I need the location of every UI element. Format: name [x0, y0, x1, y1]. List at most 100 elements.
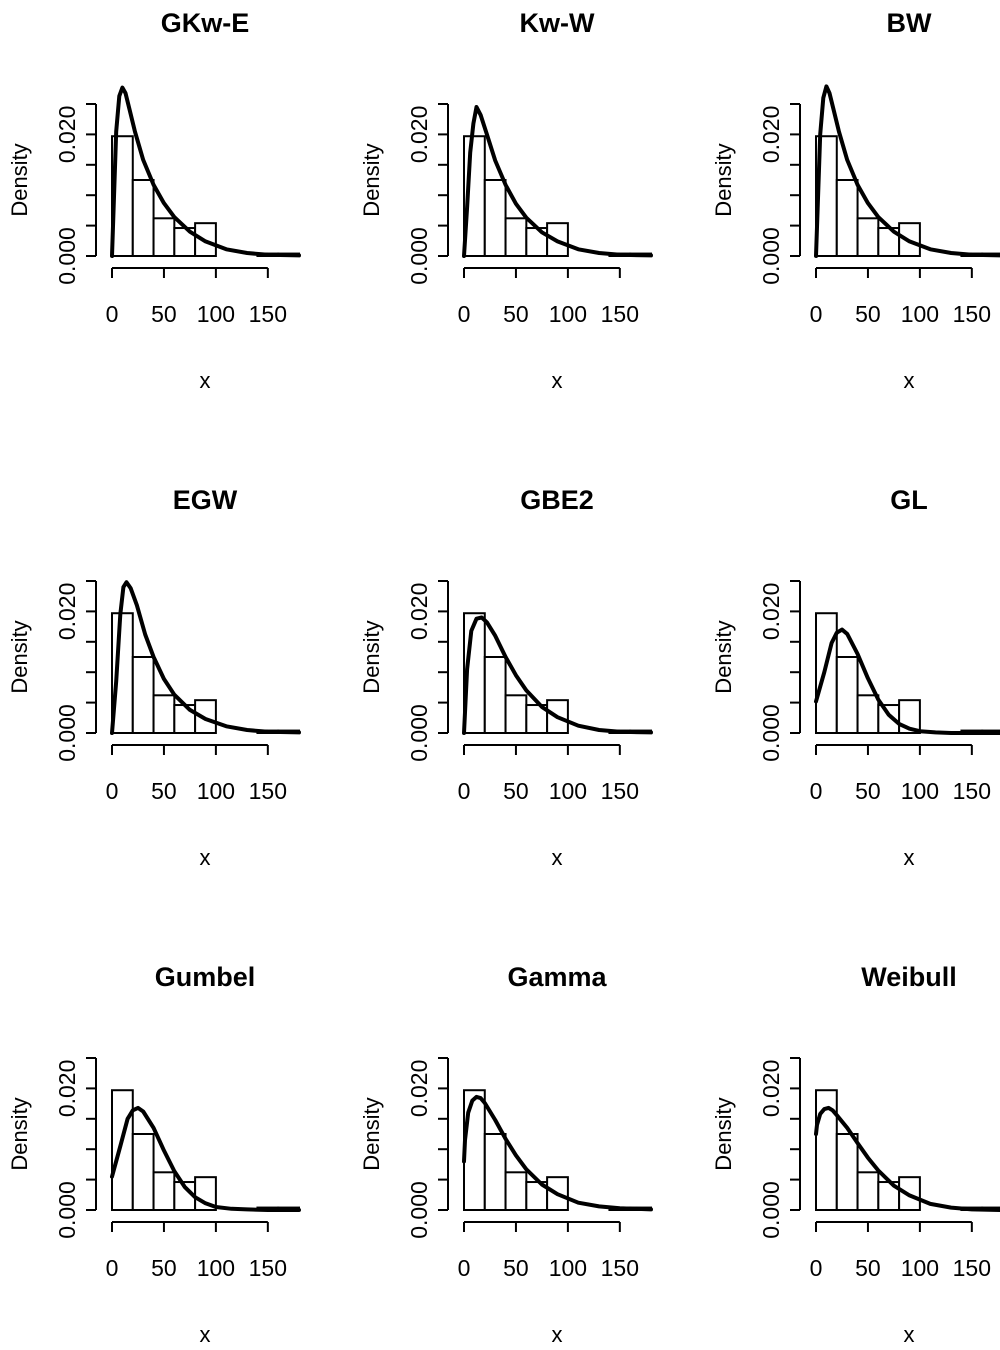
y-tick-label: 0.020 — [758, 106, 784, 164]
y-tick-label: 0.000 — [406, 1181, 432, 1239]
panel-title: GL — [890, 485, 928, 515]
x-tick-label: 50 — [503, 1255, 529, 1281]
panel-egw: EGW 0 50 100 150 x 0.000 0.020 Density — [7, 485, 301, 870]
x-axis-label: x — [552, 368, 563, 393]
density-curve — [462, 615, 653, 735]
density-curve — [814, 84, 1000, 258]
x-tick-label: 100 — [549, 778, 587, 804]
x-tick-label: 0 — [458, 301, 471, 327]
panel-title: Kw-W — [520, 8, 595, 38]
x-tick-label: 150 — [953, 778, 991, 804]
x-tick-label: 150 — [953, 1255, 991, 1281]
y-axis-label: Density — [359, 143, 384, 216]
y-axis-label: Density — [711, 143, 736, 216]
density-curve — [462, 105, 653, 258]
histogram-bar — [835, 179, 859, 257]
x-tick-label: 100 — [549, 1255, 587, 1281]
y-tick-label: 0.020 — [54, 583, 80, 641]
y-tick-label: 0.000 — [758, 227, 784, 285]
x-tick-label: 50 — [151, 301, 177, 327]
y-axis-label: Density — [359, 620, 384, 693]
y-tick-label: 0.000 — [406, 227, 432, 285]
y-axis-label: Density — [359, 1097, 384, 1170]
histogram-bar — [504, 1171, 528, 1211]
density-curve — [814, 627, 1000, 735]
y-tick-label: 0.000 — [758, 704, 784, 762]
x-tick-label: 150 — [601, 1255, 639, 1281]
x-tick-label: 100 — [197, 301, 235, 327]
histogram-bar — [856, 1171, 880, 1211]
x-axis-label: x — [904, 1322, 915, 1347]
histogram-bar — [131, 1133, 155, 1211]
x-tick-label: 50 — [855, 301, 881, 327]
x-tick-label: 0 — [106, 301, 119, 327]
y-tick-label: 0.020 — [406, 583, 432, 641]
panel-title: Weibull — [861, 962, 957, 992]
density-curve — [814, 1105, 1000, 1212]
x-tick-label: 50 — [151, 1255, 177, 1281]
x-tick-label: 150 — [601, 778, 639, 804]
density-curve — [110, 1105, 301, 1212]
x-tick-label: 0 — [106, 778, 119, 804]
panel-gbe2: GBE2 0 50 100 150 x 0.000 0.020 Density — [359, 485, 653, 870]
histogram-bar — [483, 179, 507, 257]
x-axis-label: x — [552, 845, 563, 870]
x-tick-label: 100 — [197, 778, 235, 804]
panel-title: Gumbel — [155, 962, 256, 992]
x-tick-label: 150 — [953, 301, 991, 327]
panel-title: GKw-E — [161, 8, 250, 38]
histogram-bar — [463, 1089, 486, 1211]
histogram-bar — [152, 694, 176, 735]
x-tick-label: 50 — [503, 778, 529, 804]
panel-gkw-e: GKw-E 0 50 100 150 x 0.000 0.020 Density — [7, 8, 301, 393]
x-tick-label: 50 — [855, 1255, 881, 1281]
histogram-bar — [483, 1133, 507, 1211]
panel-gl: GL 0 50 100 150 x 0.000 0.020 Density — [711, 485, 1000, 870]
density-curve — [110, 580, 301, 735]
panel-title: EGW — [173, 485, 238, 515]
histogram-bar — [835, 656, 859, 734]
histogram-bar — [504, 217, 528, 257]
x-axis-label: x — [904, 845, 915, 870]
x-tick-label: 150 — [249, 778, 287, 804]
x-axis-label: x — [904, 368, 915, 393]
y-tick-label: 0.000 — [406, 704, 432, 762]
y-tick-label: 0.020 — [54, 106, 80, 164]
x-axis-label: x — [200, 845, 211, 870]
x-tick-label: 150 — [249, 301, 287, 327]
histogram-bar — [111, 1089, 134, 1211]
histogram-bar — [152, 1171, 176, 1211]
panel-kw-w: Kw-W 0 50 100 150 x 0.000 0.020 Density — [359, 8, 653, 393]
x-tick-label: 100 — [901, 778, 939, 804]
histogram-bar — [815, 612, 838, 734]
x-tick-label: 0 — [810, 1255, 823, 1281]
x-tick-label: 100 — [901, 301, 939, 327]
histogram-bar — [504, 694, 528, 735]
panel-bw: BW 0 50 100 150 x 0.000 0.020 Density — [711, 8, 1000, 393]
x-axis-label: x — [200, 1322, 211, 1347]
y-tick-label: 0.000 — [54, 227, 80, 285]
x-tick-label: 150 — [249, 1255, 287, 1281]
y-axis-label: Density — [7, 620, 32, 693]
panel-gumbel: Gumbel 0 50 100 150 x 0.000 0.020 Density — [7, 962, 301, 1347]
x-tick-label: 100 — [901, 1255, 939, 1281]
y-tick-label: 0.020 — [54, 1060, 80, 1118]
y-tick-label: 0.020 — [406, 106, 432, 164]
y-tick-label: 0.000 — [54, 1181, 80, 1239]
x-tick-label: 0 — [458, 1255, 471, 1281]
histogram-bar — [835, 1133, 859, 1211]
histogram-bar — [131, 179, 155, 257]
x-tick-label: 50 — [855, 778, 881, 804]
panel-title: BW — [887, 8, 932, 38]
x-tick-label: 150 — [601, 301, 639, 327]
x-tick-label: 50 — [151, 778, 177, 804]
density-curve — [110, 85, 301, 258]
x-axis-label: x — [552, 1322, 563, 1347]
x-tick-label: 50 — [503, 301, 529, 327]
y-tick-label: 0.020 — [758, 583, 784, 641]
panel-weibull: Weibull 0 50 100 150 x 0.000 0.020 Density — [711, 962, 1000, 1347]
panel-title: Gamma — [507, 962, 607, 992]
y-tick-label: 0.000 — [54, 704, 80, 762]
histogram-bar — [131, 656, 155, 734]
